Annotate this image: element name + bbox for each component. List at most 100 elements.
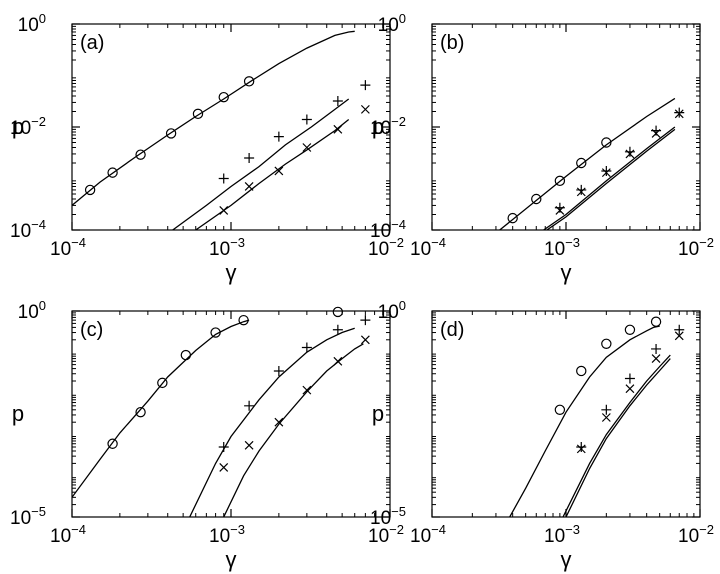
plot-area xyxy=(499,97,676,230)
cross-marker xyxy=(333,356,343,366)
circle-marker xyxy=(576,365,587,377)
cross-marker xyxy=(360,104,370,114)
y-tick-label: 10−5 xyxy=(10,504,46,529)
fit-curve-3 xyxy=(195,118,350,230)
cross-marker xyxy=(576,187,586,197)
panel-label: (b) xyxy=(440,32,464,54)
plus-marker xyxy=(601,404,612,415)
x-tick-label: 10−4 xyxy=(50,235,86,260)
cross-marker xyxy=(302,143,312,152)
x-tick-label: 10−2 xyxy=(678,522,714,547)
y-tick-label: 100 xyxy=(378,11,406,36)
panel-label: (a) xyxy=(80,32,104,54)
x-tick-label: 10−4 xyxy=(410,522,446,547)
circle-marker xyxy=(107,438,118,449)
circle-marker xyxy=(157,377,168,389)
plus-marker xyxy=(624,373,635,384)
circle-marker xyxy=(650,316,662,327)
circle-marker xyxy=(238,314,249,326)
cross-marker xyxy=(274,417,284,427)
x-tick-label: 10−2 xyxy=(678,235,714,260)
y-tick-label: 10−2 xyxy=(10,114,46,139)
fit-curve-3 xyxy=(565,358,671,517)
axes-frame xyxy=(71,310,391,518)
cross-marker xyxy=(601,413,611,422)
fit-curve-2 xyxy=(189,327,355,517)
fit-curve-2 xyxy=(562,354,671,517)
fit-curve-3 xyxy=(546,128,676,230)
y-tick-label: 100 xyxy=(18,11,46,36)
x-axis-label: γ xyxy=(561,260,572,285)
cross-marker xyxy=(651,354,661,364)
circle-marker xyxy=(84,184,96,196)
circle-marker xyxy=(192,108,204,120)
y-axis-label: p xyxy=(372,114,384,139)
y-axis-label: p xyxy=(12,401,24,426)
cross-marker xyxy=(625,149,635,159)
x-axis-label: γ xyxy=(226,260,237,285)
cross-marker xyxy=(333,124,343,134)
circle-marker xyxy=(135,406,146,418)
cross-marker xyxy=(555,205,565,215)
cross-marker xyxy=(244,440,254,450)
fit-curve-3 xyxy=(223,343,364,517)
cross-marker xyxy=(302,385,312,395)
fit-curve-2 xyxy=(543,126,676,230)
circle-marker xyxy=(210,327,221,338)
y-tick-label: 100 xyxy=(18,298,46,323)
x-tick-label: 10−3 xyxy=(544,235,580,260)
plot-area xyxy=(72,319,364,517)
y-axis-label: p xyxy=(372,401,384,426)
plus-marker xyxy=(576,184,587,195)
circle-marker xyxy=(135,149,146,160)
x-tick-label: 10−4 xyxy=(410,235,446,260)
panel-label: (d) xyxy=(440,319,464,341)
plus-marker xyxy=(273,365,284,376)
x-axis-label: γ xyxy=(561,547,572,572)
axes-frame xyxy=(431,310,701,518)
circle-marker xyxy=(180,349,192,361)
plus-marker xyxy=(273,131,284,142)
plus-marker xyxy=(651,343,662,354)
plus-marker xyxy=(332,324,343,335)
circle-marker xyxy=(601,137,612,148)
circle-marker xyxy=(243,76,255,87)
cross-marker xyxy=(625,384,635,394)
cross-marker xyxy=(244,182,254,191)
cross-marker xyxy=(601,168,611,178)
panel-label: (c) xyxy=(80,319,103,341)
circle-marker xyxy=(601,338,612,349)
circle-marker xyxy=(332,306,344,318)
plus-marker xyxy=(624,146,635,157)
cross-marker xyxy=(219,205,229,215)
plus-marker xyxy=(674,107,685,118)
cross-marker xyxy=(274,166,284,176)
plus-marker xyxy=(301,342,312,353)
plus-marker xyxy=(244,153,255,164)
circle-marker xyxy=(554,404,566,415)
circle-marker xyxy=(218,91,229,103)
x-tick-label: 10−3 xyxy=(209,235,245,260)
axes-frame xyxy=(71,23,391,231)
x-tick-label: 10−3 xyxy=(209,522,245,547)
y-tick-label: 10−2 xyxy=(370,114,406,139)
plot-area xyxy=(72,30,355,230)
axes-frame xyxy=(431,23,701,231)
cross-marker xyxy=(219,462,229,472)
circle-marker xyxy=(531,193,542,205)
panel-1: 10−4 10−3 10−2 10−4 10−2 100 γ p (a) xyxy=(10,11,404,285)
fit-curve-1 xyxy=(509,325,660,517)
circle-marker xyxy=(507,212,518,224)
y-tick-label: 100 xyxy=(378,298,406,323)
fit-curve-2 xyxy=(172,98,350,230)
x-tick-label: 10−4 xyxy=(50,522,86,547)
y-tick-label: 10−4 xyxy=(10,217,46,242)
plus-marker xyxy=(576,442,587,453)
circle-marker xyxy=(165,128,177,139)
circle-marker xyxy=(554,175,566,187)
plus-marker xyxy=(332,95,343,106)
